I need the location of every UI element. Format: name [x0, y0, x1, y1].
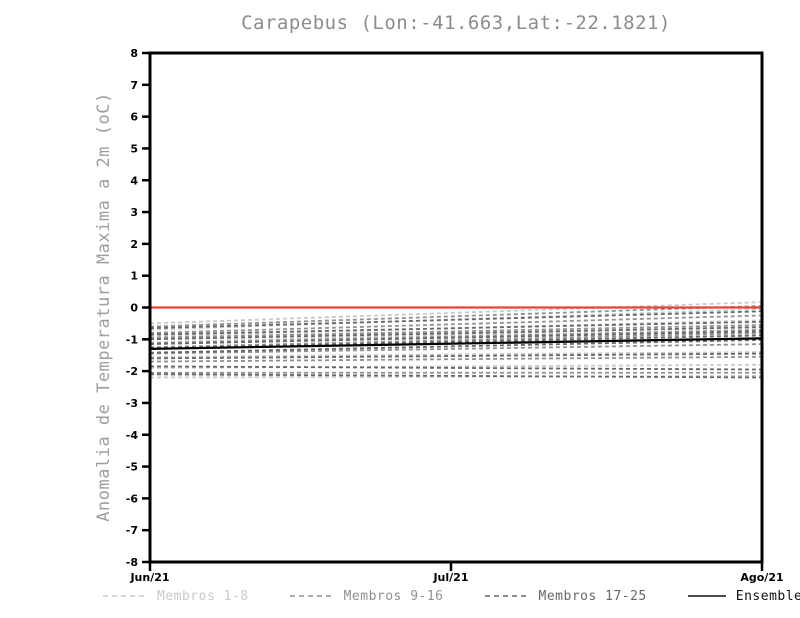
legend-label: Membros 17-25	[538, 588, 647, 604]
y-axis-tick-label: 3	[130, 206, 138, 219]
y-axis-tick-label: -2	[126, 365, 138, 378]
legend-label: Membros 9-16	[343, 588, 444, 604]
y-axis-tick-label: 0	[130, 302, 138, 315]
y-axis-tick-label: 7	[130, 79, 138, 92]
y-axis-tick-label: 6	[130, 111, 138, 124]
y-axis-tick-label: 5	[130, 142, 138, 155]
x-axis-tick-label: Jun/21	[129, 571, 169, 584]
y-axis-tick-label: 4	[130, 174, 138, 187]
y-axis-tick-label: 1	[130, 270, 138, 283]
dashed-line-swatch-icon	[103, 595, 147, 597]
dashed-line-swatch-icon	[289, 595, 334, 597]
solid-line-swatch-icon	[687, 595, 726, 597]
x-axis-tick-label: Ago/21	[740, 571, 783, 584]
y-axis-tick-label: -6	[126, 492, 139, 505]
y-axis-tick-label: 8	[130, 47, 138, 60]
x-axis-tick-label: Jul/21	[432, 571, 468, 584]
y-axis-tick-label: -7	[126, 524, 138, 537]
y-axis-tick-label: -8	[126, 556, 138, 569]
ensemble-mean-line	[149, 337, 763, 350]
y-axis-tick-label: -3	[126, 397, 138, 410]
legend-item-membros-1-8: Membros 1-8	[102, 589, 249, 604]
dashed-line-swatch-icon	[484, 595, 529, 597]
y-axis-tick-label: -4	[126, 429, 139, 442]
legend-item-membros-9-16: Membros 9-16	[289, 589, 444, 604]
legend-item-membros-17-25: Membros 17-25	[484, 589, 647, 604]
chart-legend: Membros 1-8 Membros 9-16 Membros 17-25 E…	[102, 584, 800, 608]
y-axis-tick-label: -5	[126, 461, 138, 474]
chart-title: Carapebus (Lon:-41.663,Lat:-22.1821)	[241, 12, 671, 34]
y-axis-tick-label: 2	[130, 238, 138, 251]
legend-label: Membros 1-8	[157, 588, 249, 604]
y-axis-tick-label: -1	[126, 333, 138, 346]
legend-item-ensemble-mean: Ensemble Mean	[687, 589, 800, 604]
legend-label: Ensemble Mean	[735, 588, 800, 604]
